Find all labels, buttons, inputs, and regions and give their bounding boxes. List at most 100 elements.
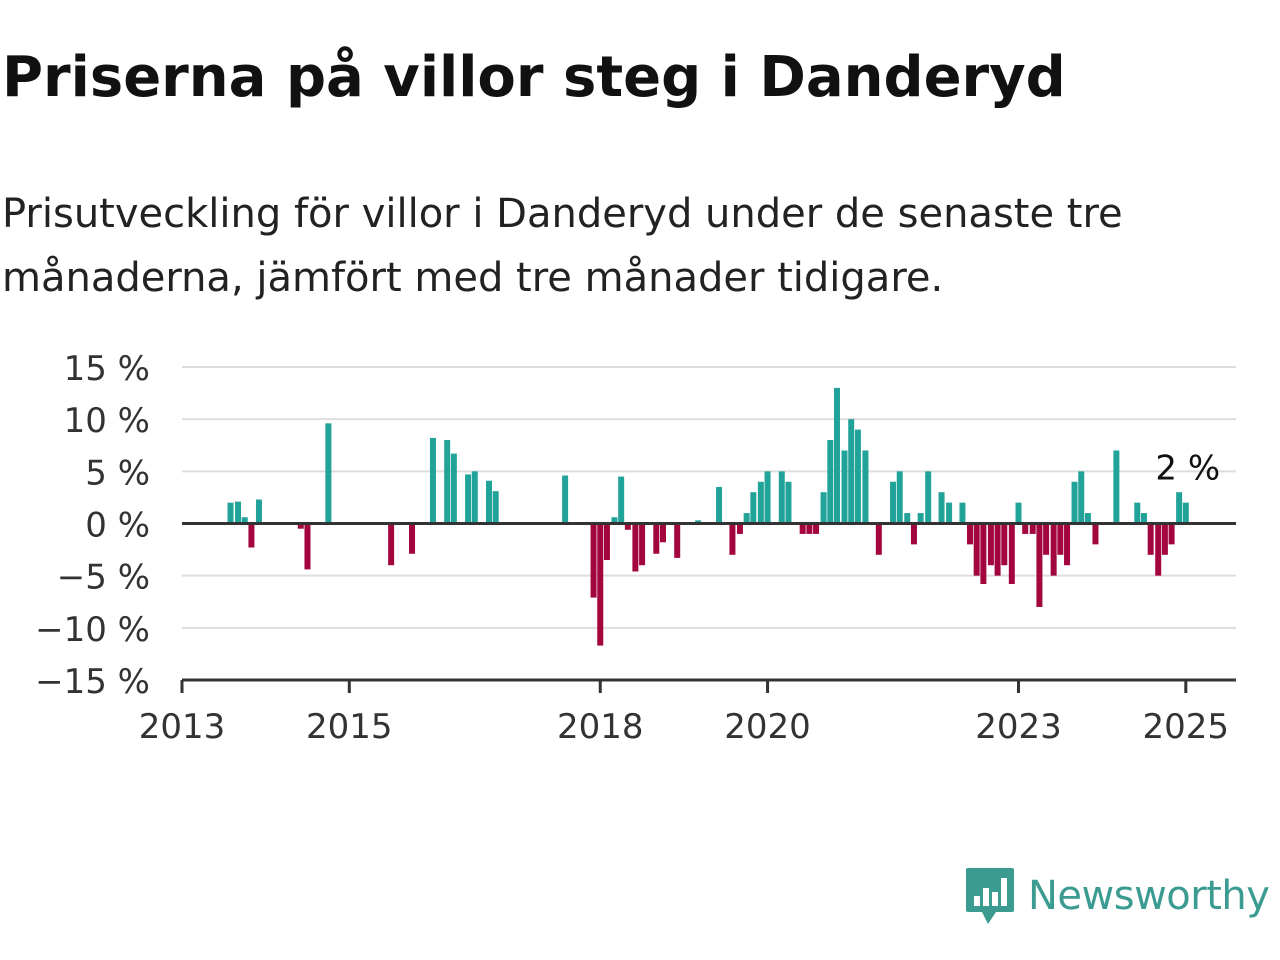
- bar: [917, 513, 924, 524]
- y-tick-label: 15 %: [64, 349, 150, 389]
- y-tick-label: 10 %: [64, 401, 150, 441]
- bar: [611, 517, 618, 524]
- bar: [590, 523, 597, 598]
- bar: [659, 523, 666, 543]
- bar: [854, 429, 861, 524]
- bar: [695, 520, 702, 524]
- bar: [827, 440, 834, 524]
- bar: [1092, 523, 1099, 545]
- bar-series: [227, 387, 1189, 646]
- newsworthy-bar-chart-icon: [966, 868, 1014, 924]
- bar: [896, 471, 903, 524]
- bar: [444, 440, 451, 524]
- bar: [465, 474, 472, 524]
- bar: [1008, 523, 1015, 585]
- bar: [813, 523, 820, 534]
- bar: [241, 517, 248, 524]
- x-tick-label: 2018: [557, 707, 644, 747]
- bar: [1071, 481, 1078, 524]
- grid-lines: [182, 366, 1236, 629]
- bar: [736, 523, 743, 534]
- bar: [562, 475, 569, 524]
- bar: [806, 523, 813, 534]
- bar: [485, 480, 492, 524]
- x-tick-label: 2025: [1143, 707, 1230, 747]
- bar: [325, 423, 332, 524]
- bar: [1036, 523, 1043, 607]
- bar: [1113, 450, 1120, 524]
- bar: [973, 523, 980, 576]
- bar: [1029, 523, 1036, 534]
- bar: [1176, 492, 1183, 524]
- bar: [429, 437, 436, 524]
- bar: [1043, 523, 1050, 555]
- bar: [764, 471, 771, 524]
- bar: [388, 523, 395, 566]
- bar: [994, 523, 1001, 576]
- bar: [471, 471, 478, 524]
- y-tick-label: −15 %: [35, 662, 150, 702]
- bar: [862, 450, 869, 524]
- bar: [1140, 513, 1147, 524]
- bar: [966, 523, 973, 545]
- bar: [910, 523, 917, 545]
- bar: [653, 523, 660, 554]
- x-tick-label: 2015: [306, 707, 393, 747]
- bar: [938, 492, 945, 524]
- bar: [716, 486, 723, 524]
- y-tick-label: 5 %: [85, 453, 150, 493]
- chart-title: Priserna på villor steg i Danderyd: [2, 45, 1066, 110]
- bar: [778, 471, 785, 524]
- bar: [450, 453, 457, 524]
- bar: [1001, 523, 1008, 566]
- x-tick-label: 2020: [724, 707, 811, 747]
- bar: [409, 523, 416, 554]
- bar: [757, 481, 764, 524]
- bar: [248, 523, 255, 548]
- y-tick-label: −5 %: [57, 558, 150, 598]
- bar: [603, 523, 610, 561]
- bar: [1064, 523, 1071, 566]
- bar: [632, 523, 639, 572]
- bar: [925, 471, 932, 524]
- tick-labels: 15 % 10 % 5 % 0 % −5 % −10 % −15 % 2013 2015 2018…: [35, 349, 1229, 747]
- bar: [1078, 471, 1085, 524]
- bar: [729, 523, 736, 555]
- bar: [833, 387, 840, 524]
- x-tick-label: 2023: [975, 707, 1062, 747]
- bar: [1022, 523, 1029, 534]
- latest-value-label: 2 %: [1155, 448, 1220, 488]
- bar: [959, 502, 966, 524]
- brand-name: Newsworthy: [1028, 873, 1270, 919]
- bar: [624, 523, 631, 530]
- bar: [1147, 523, 1154, 555]
- y-tick-label: −10 %: [35, 610, 150, 650]
- bar: [1168, 523, 1175, 545]
- bar: [255, 499, 262, 524]
- bar: [841, 450, 848, 524]
- bar: [820, 492, 827, 524]
- bar: [1182, 502, 1189, 524]
- bar: [1161, 523, 1168, 555]
- y-tick-label: 0 %: [85, 506, 150, 546]
- bar: [597, 523, 604, 646]
- bar: [1134, 502, 1141, 524]
- bar: [904, 513, 911, 524]
- axes: [180, 522, 1236, 693]
- bar: [875, 523, 882, 555]
- bar: [639, 523, 646, 566]
- bar: [785, 481, 792, 524]
- bar: [674, 523, 681, 558]
- bar: [297, 523, 304, 529]
- bar: [492, 491, 499, 524]
- bar: [304, 523, 311, 570]
- bar: [890, 481, 897, 524]
- bar: [750, 492, 757, 524]
- bar: [227, 502, 234, 524]
- bar: [946, 502, 953, 524]
- bar: [799, 523, 806, 534]
- bar: [618, 476, 625, 524]
- bar: [1084, 513, 1091, 524]
- bar: [1015, 502, 1022, 524]
